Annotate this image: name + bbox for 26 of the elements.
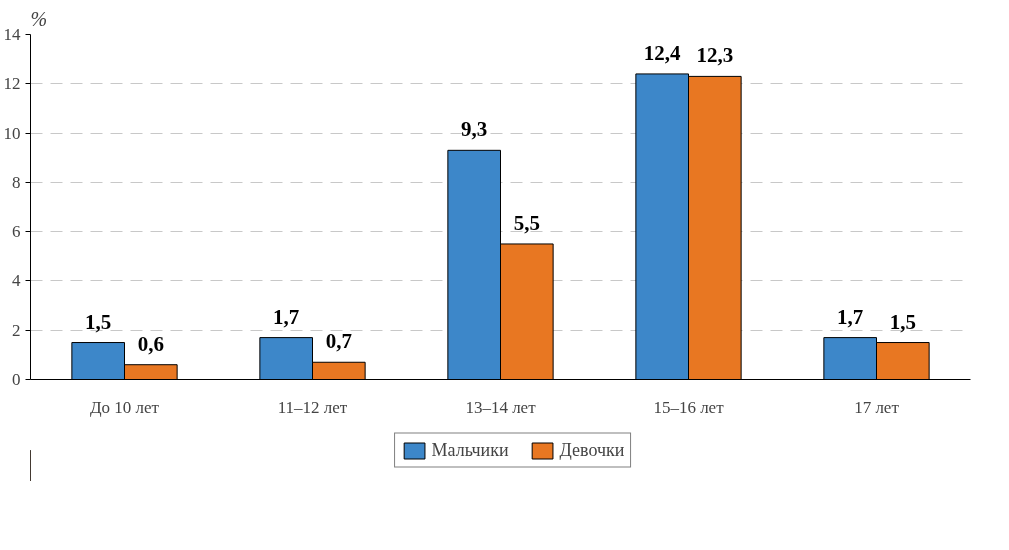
x-tick-label: До 10 лет — [89, 397, 160, 417]
y-axis-title: % — [30, 7, 48, 30]
data-label: 9,3 — [461, 117, 488, 142]
y-tick-label: 6 — [12, 222, 21, 242]
x-tick-label: 15–16 лет — [653, 397, 725, 417]
legend-label: Мальчики — [431, 439, 509, 461]
data-label: 1,7 — [837, 304, 864, 329]
data-label: 1,5 — [85, 309, 112, 334]
y-tick-label: 8 — [12, 172, 21, 192]
data-label: 12,3 — [696, 43, 734, 68]
data-label: 5,5 — [513, 210, 540, 235]
data-label: 1,7 — [273, 304, 300, 329]
y-tick-label: 12 — [3, 74, 21, 94]
data-label: 0,6 — [137, 331, 164, 356]
y-tick-label: 2 — [12, 320, 21, 340]
x-tick-label: 17 лет — [854, 397, 900, 417]
x-tick-label: 13–14 лет — [465, 397, 537, 417]
y-tick-label: 0 — [12, 370, 21, 389]
y-tick-label: 10 — [3, 123, 21, 143]
data-label: 0,7 — [325, 329, 352, 354]
data-label: 12,4 — [643, 40, 682, 65]
legend-label: Девочки — [559, 439, 625, 461]
y-tick-label: 4 — [12, 271, 21, 291]
x-tick-label: 11–12 лет — [277, 397, 348, 417]
data-label: 1,5 — [889, 309, 916, 334]
y-tick-label: 14 — [3, 25, 21, 44]
